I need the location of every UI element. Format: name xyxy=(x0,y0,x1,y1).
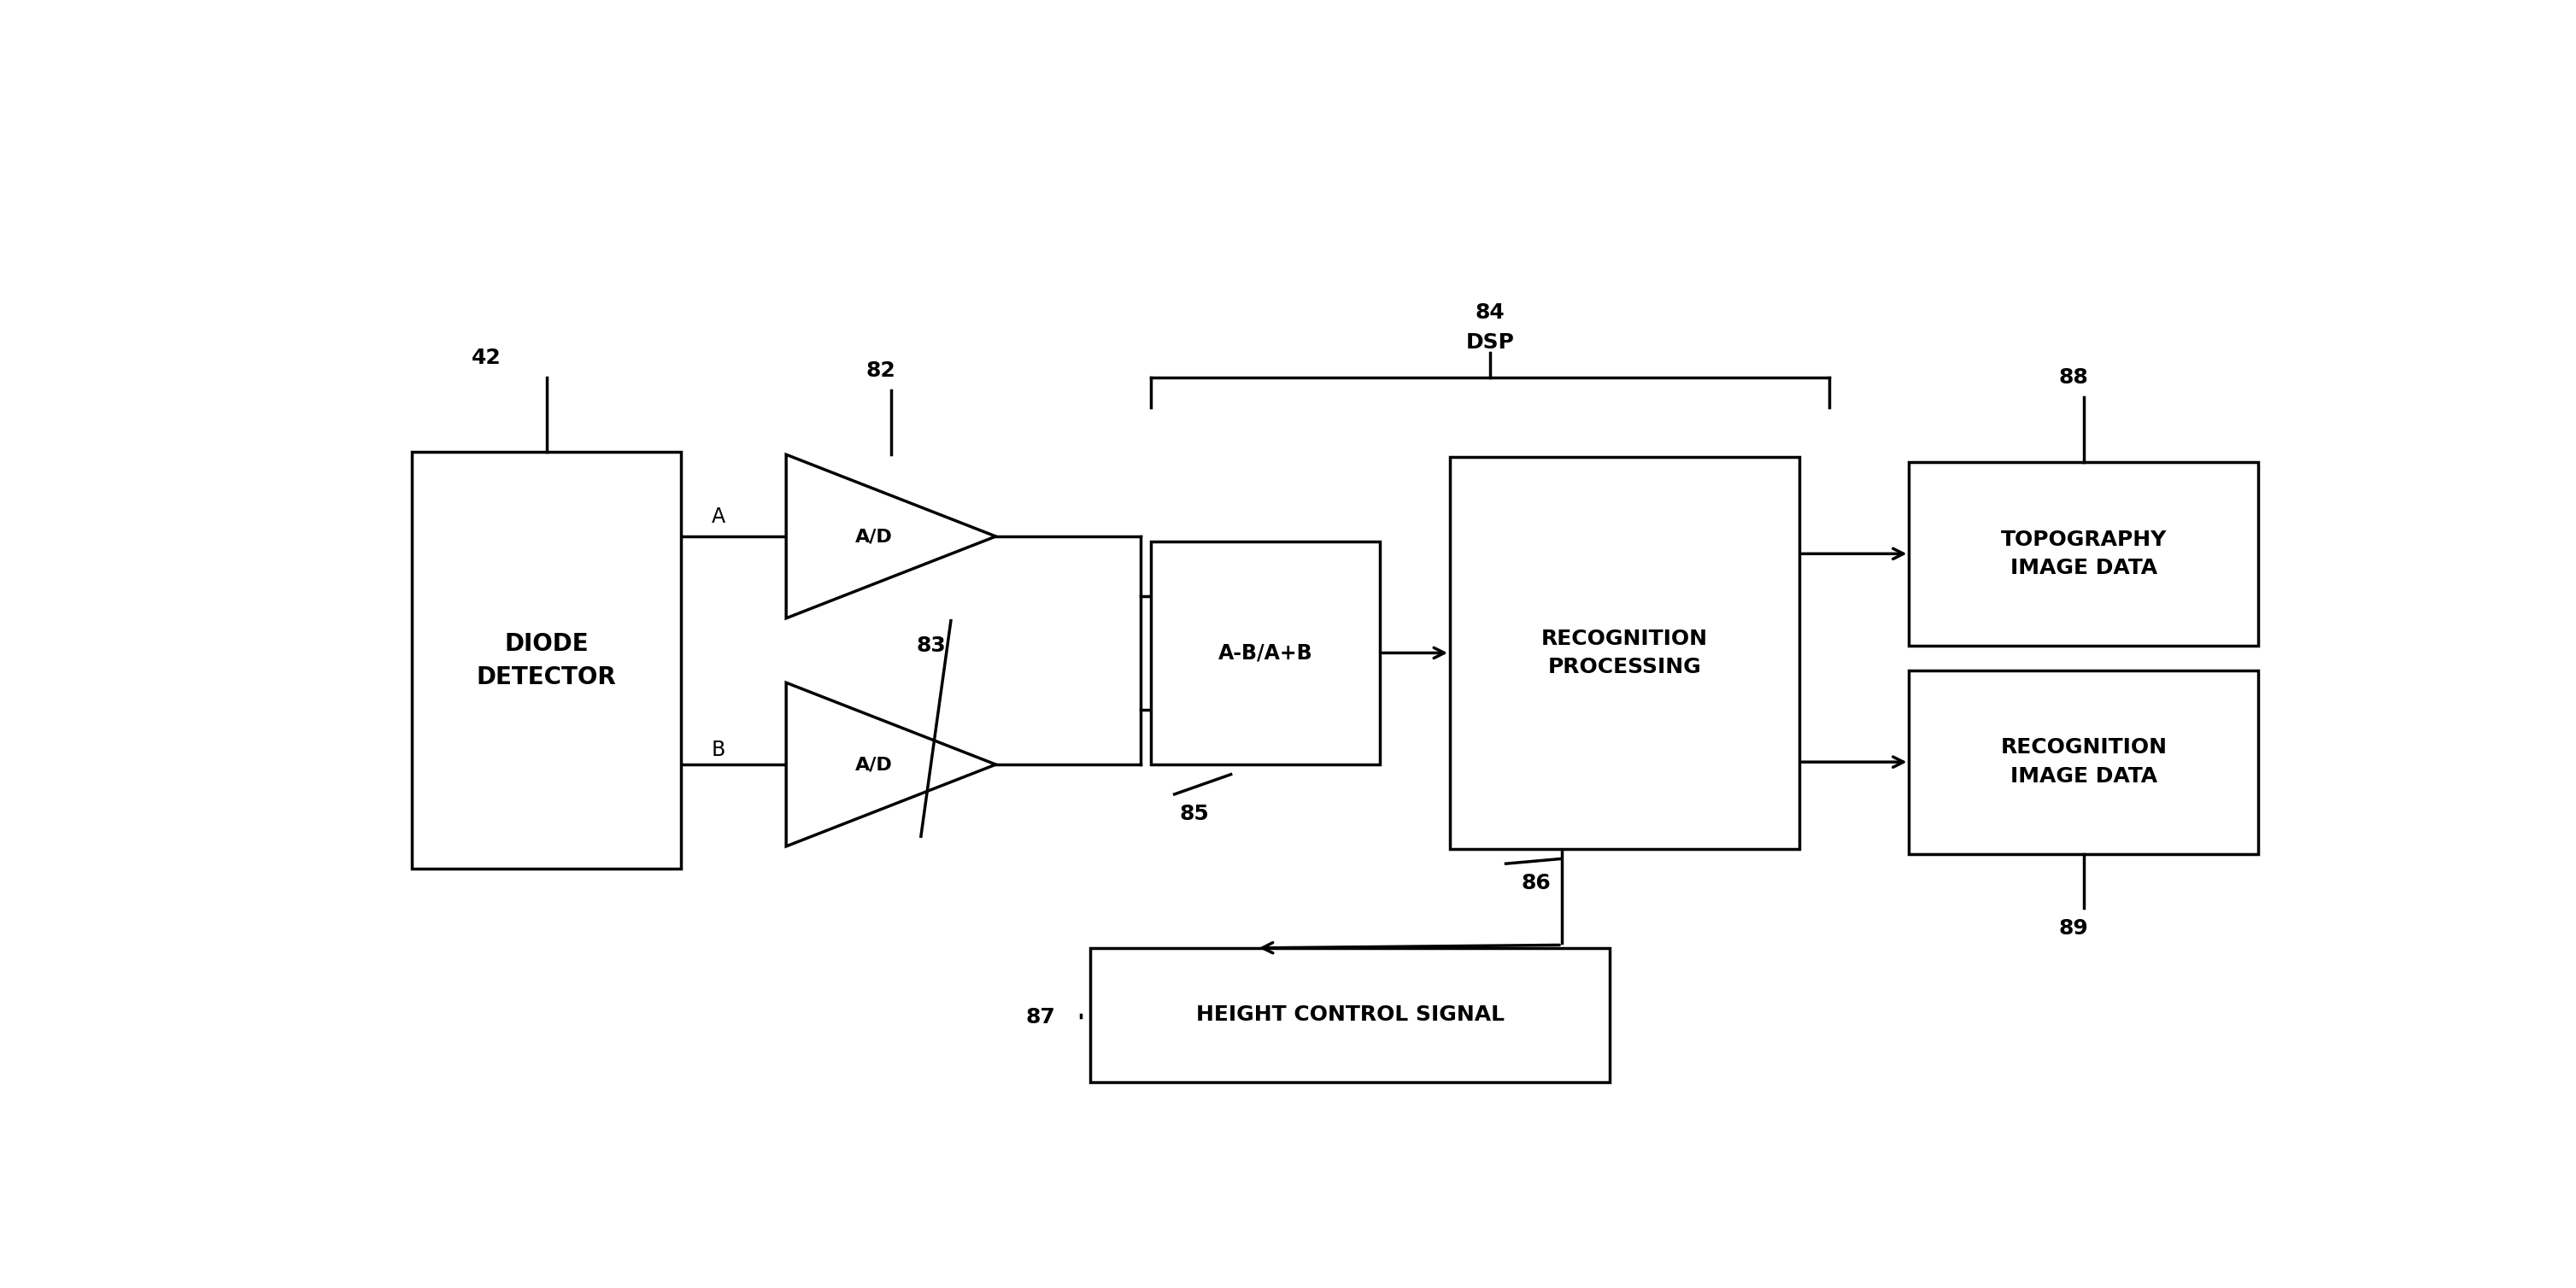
Text: 84: 84 xyxy=(1476,303,1504,323)
Text: A/D: A/D xyxy=(855,756,894,773)
Bar xyxy=(1090,948,1610,1082)
Bar xyxy=(1450,457,1798,849)
Text: RECOGNITION
IMAGE DATA: RECOGNITION IMAGE DATA xyxy=(2002,738,2166,787)
Text: A/D: A/D xyxy=(855,528,894,545)
Text: TOPOGRAPHY
IMAGE DATA: TOPOGRAPHY IMAGE DATA xyxy=(2002,529,2166,578)
Text: 42: 42 xyxy=(471,348,502,368)
Bar xyxy=(1151,541,1381,765)
Text: DSP: DSP xyxy=(1466,332,1515,353)
Text: B: B xyxy=(711,739,726,760)
Polygon shape xyxy=(786,455,997,618)
Bar xyxy=(1909,462,2259,645)
Polygon shape xyxy=(786,683,997,846)
Text: A-B/A+B: A-B/A+B xyxy=(1218,643,1314,663)
Text: 87: 87 xyxy=(1025,1007,1056,1028)
Text: 89: 89 xyxy=(2058,918,2089,939)
Text: 82: 82 xyxy=(866,361,896,380)
Text: 88: 88 xyxy=(2058,367,2089,388)
Text: A: A xyxy=(711,506,724,527)
Text: 85: 85 xyxy=(1180,804,1208,824)
Bar xyxy=(412,452,680,868)
Text: HEIGHT CONTROL SIGNAL: HEIGHT CONTROL SIGNAL xyxy=(1195,1005,1504,1025)
Text: 83: 83 xyxy=(917,635,945,656)
Text: DIODE
DETECTOR: DIODE DETECTOR xyxy=(477,631,616,689)
Text: 86: 86 xyxy=(1520,873,1551,894)
Bar xyxy=(1909,670,2259,854)
Text: RECOGNITION
PROCESSING: RECOGNITION PROCESSING xyxy=(1540,629,1708,677)
